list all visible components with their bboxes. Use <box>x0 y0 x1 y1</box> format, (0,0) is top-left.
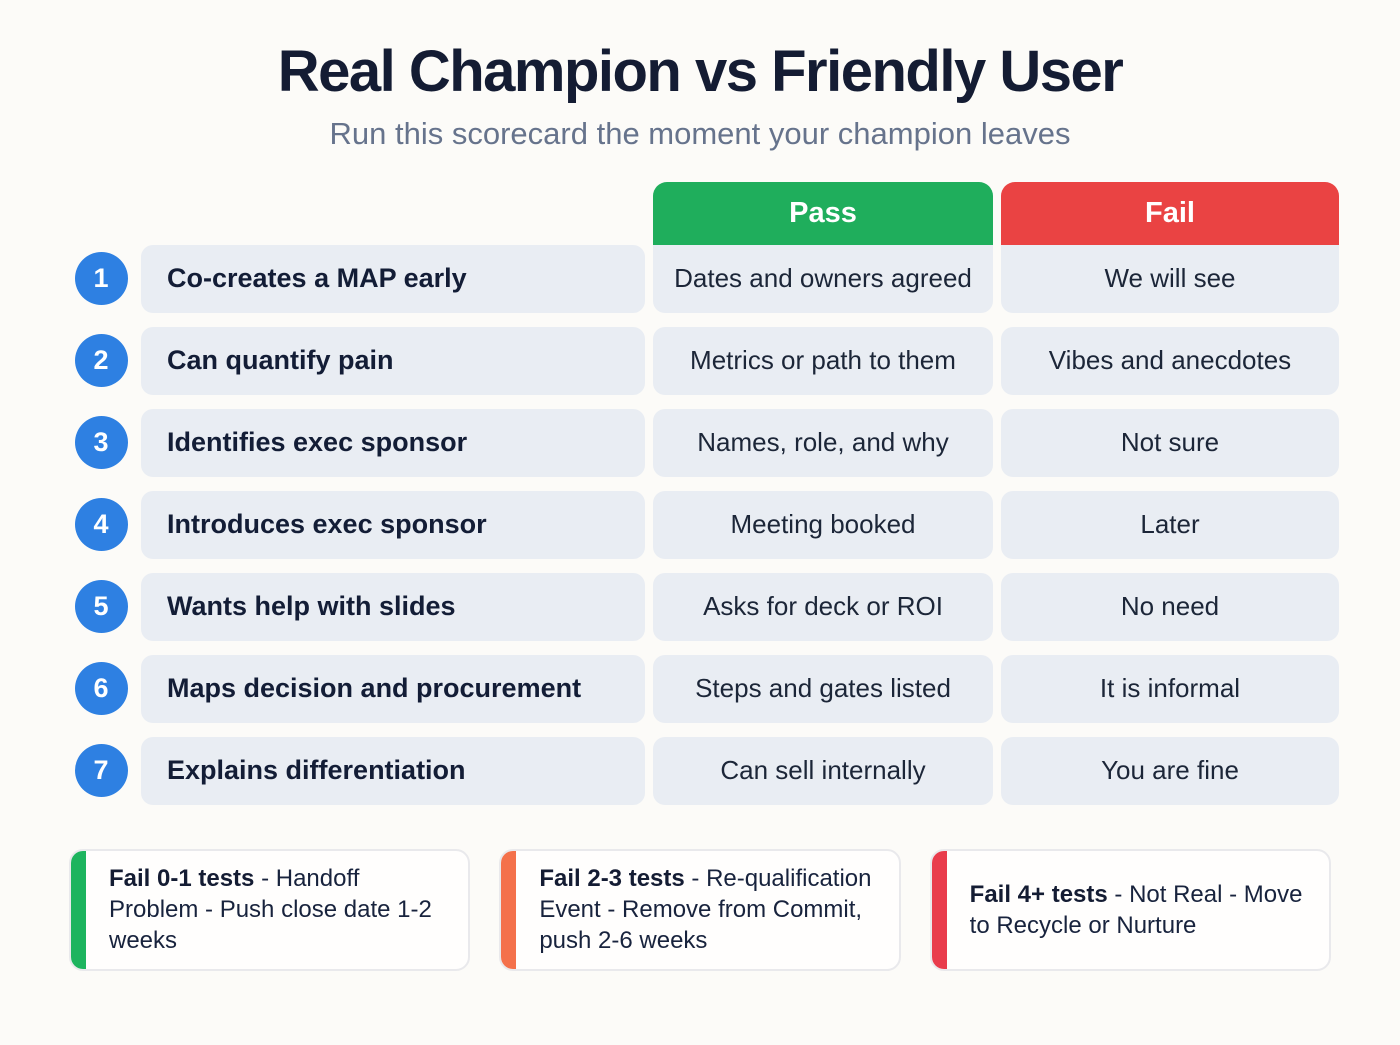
legend-card: Fail 0-1 tests - Handoff Problem - Push … <box>69 848 471 971</box>
row-number-badge: 5 <box>74 580 128 634</box>
row-number: 3 <box>69 409 133 477</box>
row-number-badge: 3 <box>74 416 128 470</box>
legend-card: Fail 2-3 tests - Re-qualification Event … <box>499 848 901 971</box>
row-number-badge: 6 <box>74 662 128 716</box>
criterion-cell: Can quantify pain <box>141 326 645 395</box>
fail-column-header: Fail <box>1001 181 1339 245</box>
legend-color-strip <box>501 850 517 969</box>
criterion-cell: Explains differentiation <box>141 736 645 805</box>
pass-cell: Asks for deck or ROI <box>653 572 993 641</box>
table-header-row: Pass Fail <box>69 181 1339 245</box>
legend-row: Fail 0-1 tests - Handoff Problem - Push … <box>69 848 1331 971</box>
row-number: 5 <box>69 573 133 641</box>
fail-cell: Vibes and anecdotes <box>1001 326 1339 395</box>
criterion-cell: Maps decision and procurement <box>141 654 645 723</box>
legend-text: Fail 4+ tests - Not Real - Move to Recyc… <box>969 880 1303 939</box>
row-number-badge: 2 <box>74 334 128 388</box>
row-number-badge: 1 <box>74 252 128 306</box>
page-subtitle: Run this scorecard the moment your champ… <box>329 115 1071 151</box>
legend-card: Fail 4+ tests - Not Real - Move to Recyc… <box>929 848 1331 971</box>
legend-lead: Fail 0-1 tests <box>109 865 255 893</box>
pass-cell: Metrics or path to them <box>653 326 993 395</box>
pass-column-header: Pass <box>653 181 993 245</box>
row-number: 1 <box>69 245 133 313</box>
fail-cell: No need <box>1001 572 1339 641</box>
pass-cell: Meeting booked <box>653 490 993 559</box>
legend-color-strip <box>71 850 86 969</box>
row-number: 2 <box>69 327 133 395</box>
row-number-badge: 7 <box>74 744 128 798</box>
header-spacer-number-column <box>69 182 133 245</box>
row-number-badge: 4 <box>74 498 128 552</box>
legend-lead: Fail 2-3 tests <box>539 865 685 893</box>
row-number: 6 <box>69 655 133 723</box>
fail-cell: It is informal <box>1001 654 1339 723</box>
fail-cell: You are fine <box>1001 736 1339 805</box>
row-number: 4 <box>69 491 133 559</box>
criterion-cell: Introduces exec sponsor <box>141 490 645 559</box>
pass-cell: Can sell internally <box>653 736 993 805</box>
pass-cell: Dates and owners agreed <box>653 244 993 313</box>
legend-text: Fail 2-3 tests - Re-qualification Event … <box>539 865 872 955</box>
infographic-page: Real Champion vs Friendly User Run this … <box>69 0 1339 971</box>
fail-cell: Not sure <box>1001 408 1339 477</box>
legend-text: Fail 0-1 tests - Handoff Problem - Push … <box>109 865 432 955</box>
row-number: 7 <box>69 737 133 805</box>
criterion-cell: Wants help with slides <box>141 572 645 641</box>
header-spacer-criterion-column <box>141 182 645 245</box>
legend-lead: Fail 4+ tests <box>969 880 1108 908</box>
fail-cell: We will see <box>1001 244 1339 313</box>
scorecard-table: 1 Co-creates a MAP early Dates and owners … <box>69 244 1339 805</box>
pass-cell: Steps and gates listed <box>653 654 993 723</box>
criterion-cell: Identifies exec sponsor <box>141 408 645 477</box>
page-title: Real Champion vs Friendly User <box>277 39 1124 104</box>
pass-cell: Names, role, and why <box>653 408 993 477</box>
criterion-cell: Co-creates a MAP early <box>141 244 645 313</box>
legend-color-strip <box>931 850 947 969</box>
fail-cell: Later <box>1001 490 1339 559</box>
